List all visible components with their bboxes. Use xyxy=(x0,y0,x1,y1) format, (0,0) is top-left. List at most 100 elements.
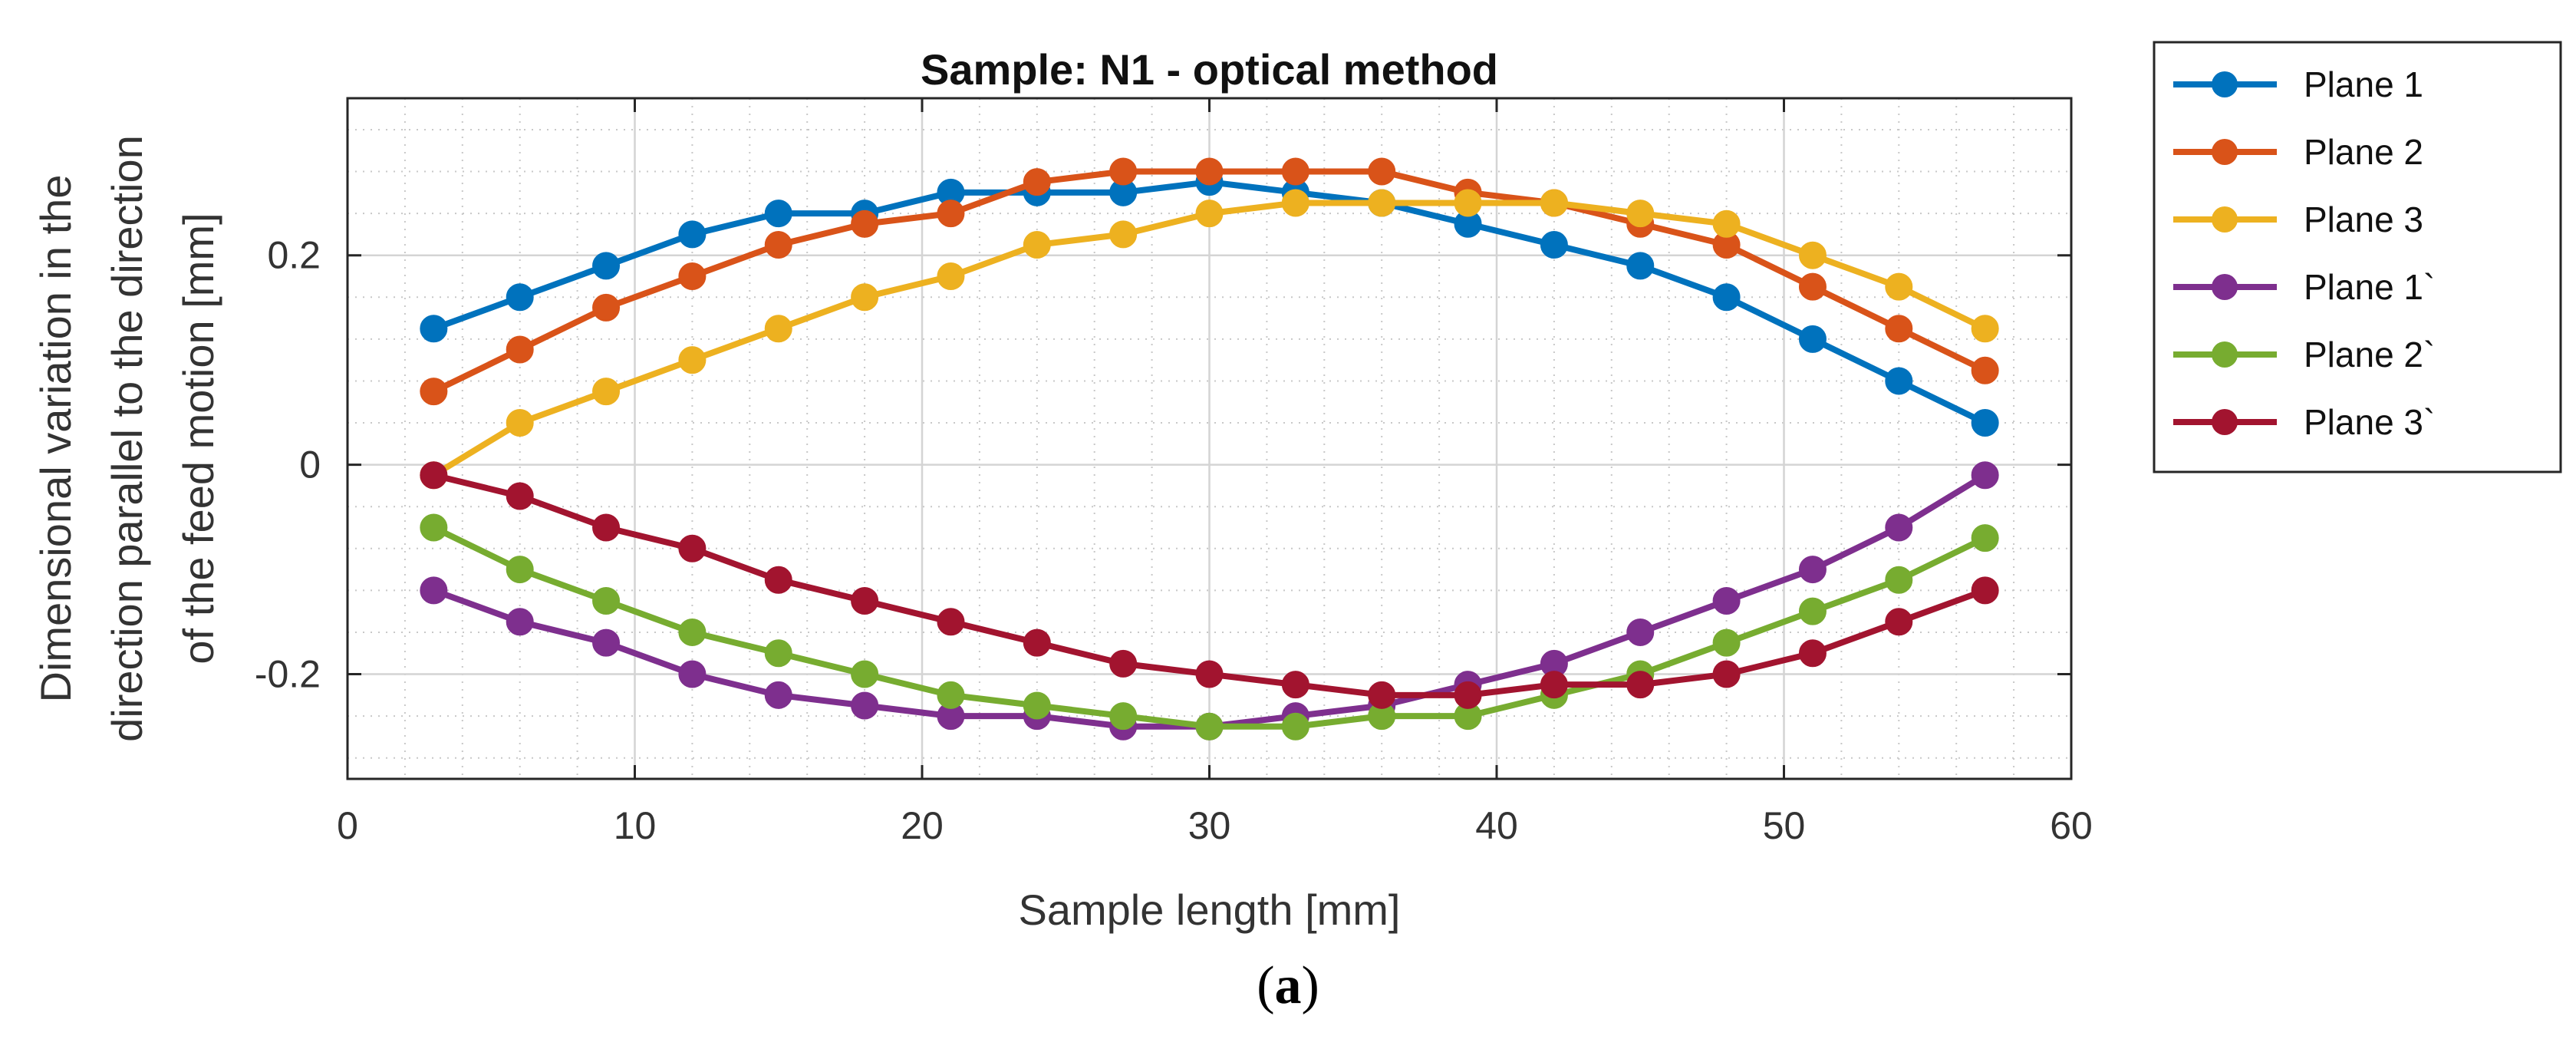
data-point xyxy=(1023,231,1051,259)
data-point xyxy=(678,534,707,562)
data-point xyxy=(678,220,707,249)
data-point xyxy=(506,409,534,437)
data-point xyxy=(1971,461,1999,490)
data-point xyxy=(1195,157,1224,186)
data-point xyxy=(678,660,707,688)
data-point xyxy=(1281,189,1309,217)
x-tick-label: 60 xyxy=(2050,804,2093,847)
caption-open: ( xyxy=(1257,956,1275,1015)
data-point xyxy=(1195,200,1224,228)
data-point xyxy=(420,513,448,542)
legend: Plane 1 Plane 2 Plane 3 Plane 1` Plane 2` Pla… xyxy=(2153,41,2562,473)
series-plane-2 xyxy=(420,513,1999,741)
y-axis-label: Dimensional variation in the direction p… xyxy=(31,135,222,742)
x-tick-label: 40 xyxy=(1475,804,1518,847)
data-point xyxy=(1885,566,1913,594)
data-point xyxy=(1626,671,1655,699)
data-point xyxy=(1626,618,1655,646)
data-point xyxy=(937,200,965,228)
data-point xyxy=(1023,691,1051,720)
axes: 0 10 20 30 40 50 60 -0.2 0 0.2 xyxy=(255,97,2093,847)
data-point xyxy=(420,576,448,605)
data-point xyxy=(764,566,792,594)
data-point xyxy=(851,660,879,688)
data-point xyxy=(1971,315,1999,343)
data-point xyxy=(937,608,965,636)
legend-label: Plane 2` xyxy=(2304,335,2435,374)
data-point xyxy=(420,378,448,406)
data-point xyxy=(1885,315,1913,343)
chart-title: Sample: N1 - optical method xyxy=(921,45,1498,94)
data-point xyxy=(1023,168,1051,196)
figure-caption: (a) xyxy=(0,955,2576,1017)
data-point xyxy=(1023,628,1051,657)
data-point xyxy=(1712,660,1741,688)
legend-item: Plane 2` xyxy=(2173,335,2435,374)
data-point xyxy=(1885,513,1913,542)
legend-item: Plane 3` xyxy=(2173,402,2435,442)
data-point xyxy=(1368,189,1396,217)
data-point xyxy=(1798,556,1827,584)
series-plane-2 xyxy=(420,157,1999,406)
legend-item: Plane 3 xyxy=(2173,200,2423,239)
data-point xyxy=(1626,200,1655,228)
data-point xyxy=(1798,325,1827,353)
data-point xyxy=(506,482,534,510)
data-point xyxy=(1798,272,1827,301)
data-point xyxy=(1712,587,1741,615)
legend-marker xyxy=(2212,71,2238,97)
y-axis-label-line: of the feed motion [mm] xyxy=(174,213,222,664)
data-point xyxy=(1281,671,1309,699)
data-point xyxy=(592,252,621,280)
data-point xyxy=(506,608,534,636)
data-point xyxy=(1281,157,1309,186)
legend-marker xyxy=(2212,274,2238,300)
data-point xyxy=(420,461,448,490)
legend-label: Plane 1` xyxy=(2304,267,2435,307)
data-point xyxy=(592,293,621,322)
series-plane-3 xyxy=(420,461,1999,709)
data-point xyxy=(1109,220,1138,249)
legend-box xyxy=(2153,41,2562,473)
data-point xyxy=(592,513,621,542)
data-point xyxy=(592,628,621,657)
data-point xyxy=(764,231,792,259)
data-point xyxy=(851,587,879,615)
data-point xyxy=(1971,409,1999,437)
x-tick-label: 20 xyxy=(901,804,944,847)
data-point xyxy=(678,262,707,290)
y-axis-label-line: Dimensional variation in the xyxy=(31,175,80,703)
data-point xyxy=(1454,681,1482,709)
y-tick-label: 0 xyxy=(299,444,321,487)
data-point xyxy=(1712,628,1741,657)
y-tick-label: -0.2 xyxy=(255,653,321,696)
data-point xyxy=(1626,252,1655,280)
x-axis-label: Sample length [mm] xyxy=(1019,886,1401,934)
data-point xyxy=(764,200,792,228)
data-point xyxy=(592,587,621,615)
data-point xyxy=(678,618,707,646)
data-point xyxy=(1885,608,1913,636)
data-point xyxy=(506,556,534,584)
data-point xyxy=(1540,189,1568,217)
legend-marker xyxy=(2212,206,2238,233)
data-point xyxy=(1454,189,1482,217)
legend-label: Plane 1 xyxy=(2304,64,2423,104)
legend-label: Plane 3 xyxy=(2304,200,2423,239)
line-chart: 0 10 20 30 40 50 60 -0.2 0 0.2 Sample: N1 - optic… xyxy=(31,41,2562,934)
data-point xyxy=(1885,367,1913,395)
data-point xyxy=(1109,702,1138,731)
data-point xyxy=(1712,209,1741,238)
data-point xyxy=(1368,681,1396,709)
data-point xyxy=(1798,597,1827,625)
legend-item: Plane 2 xyxy=(2173,132,2423,172)
data-point xyxy=(420,315,448,343)
caption-close: ) xyxy=(1301,956,1319,1015)
x-tick-label: 0 xyxy=(337,804,358,847)
data-point xyxy=(764,681,792,709)
legend-item: Plane 1 xyxy=(2173,64,2423,104)
x-tick-label: 30 xyxy=(1188,804,1231,847)
caption-letter: a xyxy=(1274,956,1302,1015)
data-point xyxy=(937,681,965,709)
